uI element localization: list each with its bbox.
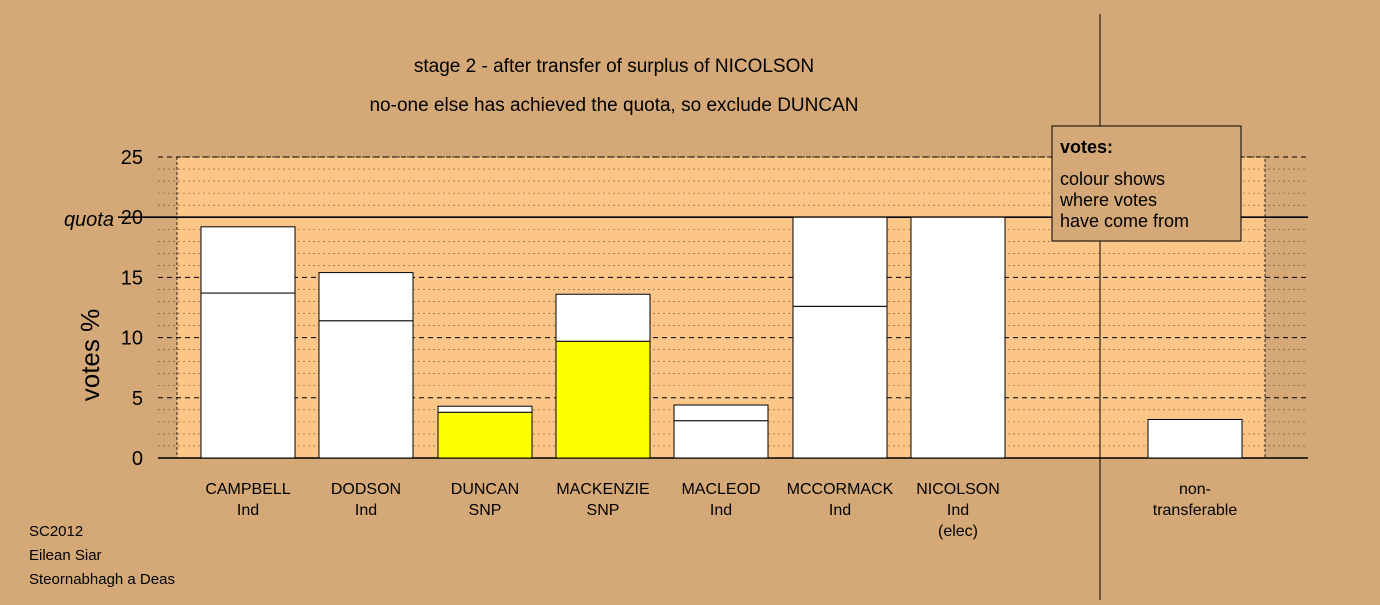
bar-segment xyxy=(673,404,769,422)
bar-segment xyxy=(792,216,888,307)
bar-segment xyxy=(555,340,651,459)
x-tick-label: MCCORMACK xyxy=(787,481,894,498)
legend-title: votes: xyxy=(1060,137,1113,157)
x-tick-label: non- xyxy=(1179,481,1211,498)
y-tick-label: 25 xyxy=(121,147,143,169)
bar-segment xyxy=(555,293,651,342)
legend: votes: colour shows where votes have com… xyxy=(1051,125,1242,242)
y-tick-label: 0 xyxy=(132,448,143,470)
bar-segment xyxy=(1147,418,1243,459)
x-tick-label: Ind xyxy=(829,502,851,519)
bar-segment xyxy=(200,226,296,294)
quota-label: quota xyxy=(64,209,114,231)
y-tick-label: 10 xyxy=(121,328,143,350)
bar-segment xyxy=(910,216,1006,459)
x-tick-label: Ind xyxy=(947,502,969,519)
x-tick-label: MACLEOD xyxy=(681,481,760,498)
x-tick-label: Ind xyxy=(710,502,732,519)
y-tick-label: 20 xyxy=(121,207,143,229)
x-tick-label: SNP xyxy=(469,502,502,519)
footer-line: SC2012 xyxy=(29,523,83,540)
x-tick-label: Ind xyxy=(355,502,377,519)
legend-line: colour shows xyxy=(1060,169,1165,189)
bar-segment xyxy=(318,272,414,322)
x-tick-label: transferable xyxy=(1153,502,1238,519)
legend-line: where votes xyxy=(1059,190,1157,210)
bar-segment xyxy=(318,320,414,459)
footer-line: Steornabhagh a Deas xyxy=(29,571,175,588)
legend-box xyxy=(1051,125,1242,242)
x-axis-labels: CAMPBELL Ind DODSON Ind DUNCAN SNP MACKENZIE SN… xyxy=(205,481,1237,540)
y-tick-label: 5 xyxy=(132,388,143,410)
y-tick-label: 15 xyxy=(121,267,143,289)
bar-segment xyxy=(437,405,533,413)
y-axis-label: votes % xyxy=(75,309,105,402)
legend-line: have come from xyxy=(1060,211,1189,231)
x-tick-label: CAMPBELL xyxy=(205,481,290,498)
footer: SC2012 Eilean Siar Steornabhagh a Deas xyxy=(29,523,175,588)
x-tick-label: (elec) xyxy=(938,523,978,540)
bars xyxy=(200,216,1243,459)
footer-line: Eilean Siar xyxy=(29,547,102,564)
x-tick-label: NICOLSON xyxy=(916,481,1000,498)
x-tick-label: MACKENZIE xyxy=(556,481,649,498)
bar-segment xyxy=(200,292,296,459)
x-tick-label: SNP xyxy=(587,502,620,519)
y-axis-ticks: 0 5 10 15 20 25 xyxy=(121,147,143,470)
bar-segment xyxy=(673,420,769,459)
bar-segment xyxy=(792,305,888,459)
x-tick-label: Ind xyxy=(237,502,259,519)
chart-subtitle: no-one else has achieved the quota, so e… xyxy=(369,95,858,116)
x-tick-label: DUNCAN xyxy=(451,481,519,498)
bar-segment xyxy=(437,411,533,459)
x-tick-label: DODSON xyxy=(331,481,401,498)
chart-title: stage 2 - after transfer of surplus of N… xyxy=(414,56,814,77)
